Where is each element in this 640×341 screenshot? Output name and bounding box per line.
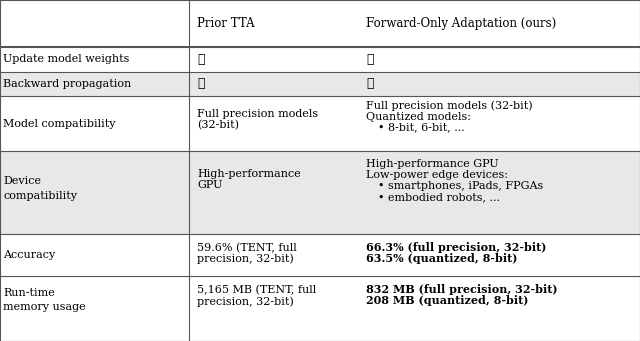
- Text: precision, 32-bit): precision, 32-bit): [197, 254, 294, 264]
- Text: Update model weights: Update model weights: [3, 54, 129, 64]
- Text: ✘: ✘: [366, 53, 374, 66]
- Text: (32-bit): (32-bit): [197, 120, 239, 130]
- Text: ✔: ✔: [197, 77, 205, 90]
- Text: Low-power edge devices:: Low-power edge devices:: [366, 170, 508, 180]
- Text: • smartphones, iPads, FPGAs: • smartphones, iPads, FPGAs: [378, 181, 543, 191]
- Text: precision, 32-bit): precision, 32-bit): [197, 296, 294, 307]
- Bar: [0, 96, 640, 151]
- Text: High-performance GPU: High-performance GPU: [366, 159, 499, 169]
- Bar: [0, 151, 640, 234]
- Text: Quantized models:: Quantized models:: [366, 112, 471, 122]
- Text: Full precision models (32-bit): Full precision models (32-bit): [366, 101, 532, 111]
- Text: Accuracy: Accuracy: [3, 250, 56, 260]
- Text: Run-time
memory usage: Run-time memory usage: [3, 288, 86, 312]
- Text: Prior TTA: Prior TTA: [197, 17, 255, 30]
- Bar: [0, 234, 640, 276]
- Text: 832 MB (full precision, 32-bit): 832 MB (full precision, 32-bit): [366, 284, 557, 295]
- Text: 66.3% (full precision, 32-bit): 66.3% (full precision, 32-bit): [366, 242, 547, 253]
- Text: 208 MB (quantized, 8-bit): 208 MB (quantized, 8-bit): [366, 295, 529, 306]
- Text: Model compatibility: Model compatibility: [3, 119, 116, 129]
- Text: Backward propagation: Backward propagation: [3, 79, 131, 89]
- Text: GPU: GPU: [197, 180, 223, 190]
- Text: ✔: ✔: [197, 53, 205, 66]
- Text: • embodied robots, ...: • embodied robots, ...: [378, 192, 500, 202]
- Bar: [0, 276, 640, 341]
- Text: 59.6% (TENT, full: 59.6% (TENT, full: [197, 243, 297, 253]
- Text: ✘: ✘: [366, 77, 374, 90]
- Text: 63.5% (quantized, 8-bit): 63.5% (quantized, 8-bit): [366, 253, 518, 264]
- Text: Device
compatibility: Device compatibility: [3, 176, 77, 201]
- Bar: [0, 47, 640, 72]
- Text: 5,165 MB (TENT, full: 5,165 MB (TENT, full: [197, 285, 316, 296]
- Text: Full precision models: Full precision models: [197, 109, 318, 119]
- Bar: [0, 72, 640, 96]
- Text: High-performance: High-performance: [197, 169, 301, 179]
- Text: Forward-Only Adaptation (ours): Forward-Only Adaptation (ours): [366, 17, 556, 30]
- Text: • 8-bit, 6-bit, ...: • 8-bit, 6-bit, ...: [378, 122, 465, 133]
